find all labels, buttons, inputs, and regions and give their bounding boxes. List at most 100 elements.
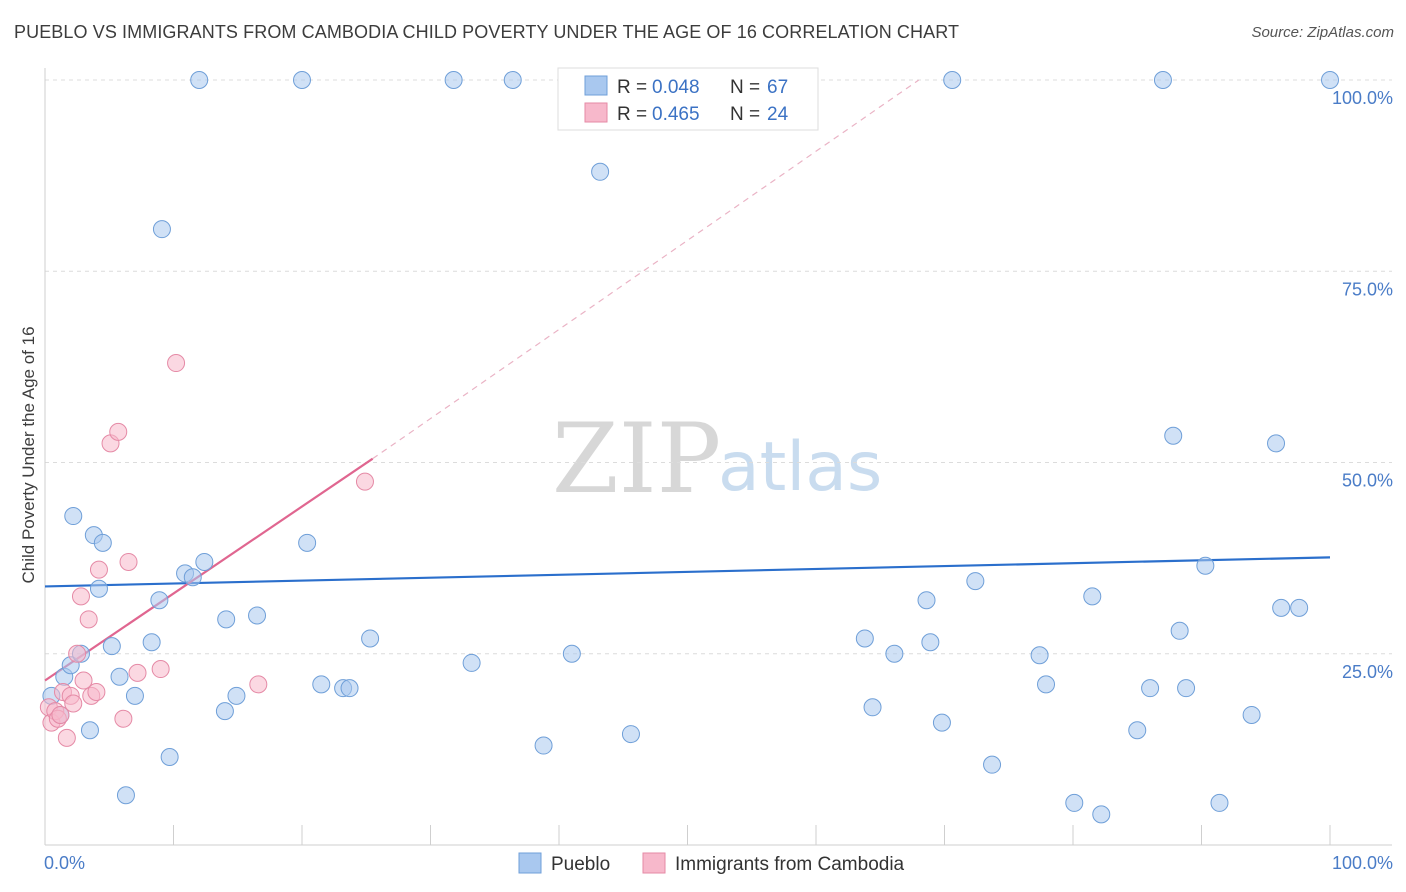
point-pueblo-24 — [227, 686, 246, 705]
point-pueblo-32 — [444, 71, 463, 89]
trend-line-0 — [44, 556, 1331, 588]
point-pueblo-63 — [1267, 434, 1286, 453]
legend-r-label-2: R = — [617, 104, 647, 125]
point-pueblo-26 — [293, 71, 311, 89]
point-cambodia-9 — [68, 644, 87, 663]
x-tick-label-1: 100.0% — [1332, 853, 1393, 873]
point-cambodia-17 — [109, 422, 128, 441]
trend-line-extended-1 — [372, 79, 920, 460]
x-tick-labels: 0.0% 100.0% — [44, 853, 1393, 873]
x-tick-label-0: 0.0% — [44, 853, 85, 873]
point-pueblo-37 — [591, 162, 610, 181]
point-cambodia-12 — [79, 610, 98, 629]
point-pueblo-44 — [921, 633, 940, 652]
point-cambodia-10 — [71, 587, 90, 606]
trend-lines — [44, 79, 1331, 682]
legend-n-label-1: N = — [730, 77, 760, 98]
point-pueblo-33 — [462, 653, 481, 672]
point-pueblo-47 — [966, 572, 985, 591]
point-cambodia-21 — [151, 660, 170, 679]
legend-swatch-cambodia — [584, 102, 608, 123]
point-pueblo-25 — [248, 606, 267, 625]
point-cambodia-15 — [89, 560, 108, 579]
point-pueblo-41 — [863, 698, 882, 717]
point-pueblo-20 — [190, 71, 209, 89]
point-pueblo-48 — [983, 755, 1002, 774]
point-pueblo-52 — [1083, 587, 1102, 606]
point-pueblo-11 — [110, 667, 129, 686]
point-pueblo-38 — [621, 725, 640, 744]
point-pueblo-21 — [195, 552, 214, 571]
source-label: Source: ZipAtlas.com — [1251, 24, 1394, 41]
point-pueblo-8 — [89, 579, 108, 598]
point-pueblo-16 — [152, 220, 171, 239]
point-cambodia-22 — [167, 354, 186, 373]
point-pueblo-53 — [1092, 805, 1111, 824]
point-cambodia-8 — [64, 694, 83, 713]
point-pueblo-23 — [217, 610, 236, 629]
point-pueblo-40 — [855, 629, 874, 648]
point-pueblo-34 — [503, 71, 522, 89]
point-cambodia-4 — [51, 705, 70, 724]
point-pueblo-14 — [142, 633, 161, 652]
point-pueblo-59 — [1177, 679, 1196, 698]
series-label-pueblo: Pueblo — [551, 854, 610, 875]
point-pueblo-10 — [102, 637, 121, 656]
point-pueblo-30 — [340, 679, 359, 698]
point-pueblo-57 — [1164, 426, 1183, 445]
series-swatch-cambodia — [642, 852, 666, 874]
point-cambodia-18 — [114, 709, 133, 728]
point-pueblo-9 — [93, 533, 112, 552]
point-cambodia-11 — [74, 671, 93, 690]
point-pueblo-35 — [534, 736, 553, 755]
point-pueblo-46 — [943, 71, 962, 89]
point-pueblo-28 — [312, 675, 331, 694]
y-tick-label-0: 25.0% — [1342, 662, 1393, 682]
point-pueblo-42 — [885, 644, 904, 663]
point-pueblo-64 — [1272, 598, 1291, 617]
point-pueblo-55 — [1141, 679, 1160, 698]
point-pueblo-62 — [1242, 705, 1261, 724]
y-axis-label: Child Poverty Under the Age of 16 — [19, 326, 38, 583]
point-pueblo-27 — [298, 533, 317, 552]
point-pueblo-51 — [1065, 793, 1084, 812]
point-pueblo-15 — [150, 591, 169, 610]
y-tick-label-1: 50.0% — [1342, 471, 1393, 491]
watermark-zip: ZIP — [552, 403, 721, 515]
correlation-legend: R = 0.048 N = 67 R = 0.465 N = 24 — [557, 67, 819, 131]
watermark-atlas: atlas — [718, 428, 882, 507]
point-pueblo-31 — [361, 629, 380, 648]
point-pueblo-65 — [1290, 598, 1309, 617]
legend-r-value-2: 0.465 — [652, 104, 700, 125]
legend-r-value-1: 0.048 — [652, 77, 700, 98]
point-pueblo-45 — [932, 713, 951, 732]
legend-swatch-pueblo — [584, 75, 608, 96]
point-pueblo-22 — [215, 702, 234, 721]
point-pueblo-58 — [1170, 621, 1189, 640]
series-legend: Pueblo Immigrants from Cambodia — [518, 852, 905, 875]
point-pueblo-6 — [80, 721, 99, 740]
chart-title: PUEBLO VS IMMIGRANTS FROM CAMBODIA CHILD… — [14, 22, 960, 42]
y-tick-labels: 25.0% 50.0% 75.0% 100.0% — [1332, 88, 1393, 682]
series-label-cambodia: Immigrants from Cambodia — [675, 854, 905, 875]
point-pueblo-61 — [1210, 793, 1229, 812]
y-tick-label-2: 75.0% — [1342, 279, 1393, 299]
point-cambodia-14 — [87, 683, 106, 701]
legend-n-value-2: 24 — [767, 104, 789, 125]
point-pueblo-19 — [183, 568, 202, 587]
point-pueblo-56 — [1153, 71, 1172, 89]
point-cambodia-23 — [249, 675, 268, 694]
point-pueblo-50 — [1037, 675, 1056, 694]
legend-r-label-1: R = — [617, 77, 647, 98]
point-pueblo-13 — [125, 686, 144, 705]
point-pueblo-17 — [160, 748, 179, 767]
legend-n-label-2: N = — [730, 104, 760, 125]
y-tick-label-3: 100.0% — [1332, 88, 1393, 108]
point-pueblo-60 — [1196, 556, 1215, 575]
point-pueblo-36 — [562, 644, 581, 663]
point-pueblo-66 — [1321, 71, 1339, 89]
point-cambodia-20 — [128, 663, 147, 682]
zipatlas-watermark: ZIP atlas — [552, 403, 882, 515]
point-pueblo-54 — [1128, 721, 1147, 740]
